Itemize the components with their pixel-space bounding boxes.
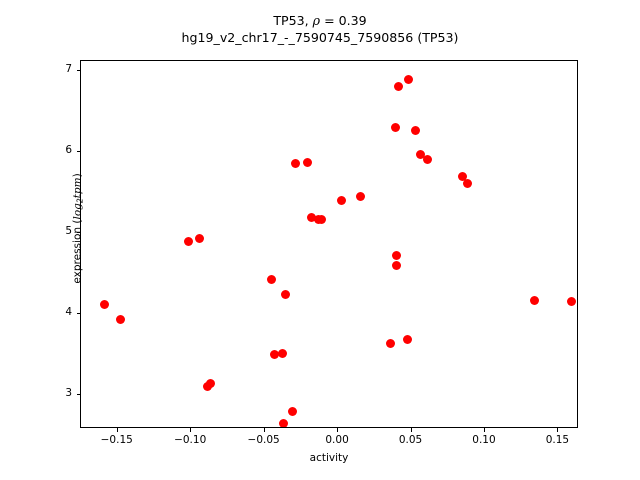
y-axis-label-log: log bbox=[71, 203, 84, 220]
scatter-point bbox=[277, 349, 287, 359]
scatter-point bbox=[100, 299, 109, 309]
scatter-point bbox=[530, 296, 540, 306]
y-tick-mark bbox=[76, 393, 80, 395]
scatter-point bbox=[302, 157, 312, 167]
x-tick-label: 0.00 bbox=[325, 434, 349, 446]
title-gene-prefix: TP53, bbox=[273, 13, 313, 28]
x-tick-mark bbox=[483, 428, 485, 432]
scatter-point bbox=[355, 191, 365, 201]
scatter-point bbox=[402, 335, 412, 345]
y-tick-label: 5 bbox=[65, 224, 72, 237]
x-tick-label: 0.10 bbox=[472, 434, 496, 446]
x-tick-mark bbox=[263, 428, 265, 432]
y-tick-mark bbox=[76, 69, 80, 71]
scatter-point bbox=[462, 178, 472, 188]
chart-title-line2: hg19_v2_chr17_-_7590745_7590856 (TP53) bbox=[181, 30, 459, 45]
scatter-point bbox=[307, 212, 317, 222]
scatter-point bbox=[392, 251, 402, 261]
scatter-point bbox=[116, 315, 126, 325]
scatter-point bbox=[411, 126, 421, 136]
title-rho-value: = 0.39 bbox=[320, 13, 367, 28]
x-tick-mark bbox=[410, 428, 412, 432]
y-axis-label-suffix: ) bbox=[71, 173, 84, 178]
scatter-point bbox=[423, 155, 433, 165]
y-tick-label: 6 bbox=[65, 143, 72, 156]
scatter-point bbox=[280, 289, 290, 299]
scatter-point bbox=[288, 407, 298, 417]
scatter-point bbox=[183, 237, 193, 247]
y-axis-label-tpm: tpm bbox=[71, 177, 84, 199]
scatter-point bbox=[567, 297, 577, 307]
x-tick-label: 0.15 bbox=[545, 434, 570, 446]
y-tick-mark bbox=[76, 231, 80, 233]
scatter-point bbox=[458, 171, 468, 181]
scatter-point bbox=[267, 275, 277, 285]
x-tick-label: −0.05 bbox=[247, 434, 280, 446]
y-axis-label-subscript: 2 bbox=[75, 198, 85, 204]
scatter-point bbox=[415, 149, 425, 159]
plot-axes bbox=[80, 60, 578, 428]
x-tick-mark bbox=[557, 428, 559, 432]
scatter-point bbox=[386, 338, 396, 348]
y-tick-mark bbox=[76, 312, 80, 314]
scatter-point bbox=[336, 195, 346, 205]
scatter-point bbox=[279, 418, 289, 427]
chart-title-line1: TP53, ρ = 0.39 bbox=[0, 12, 640, 29]
scatter-point bbox=[393, 82, 403, 92]
scatter-point bbox=[392, 260, 402, 270]
x-tick-label: 0.05 bbox=[398, 434, 423, 446]
scatter-point bbox=[290, 158, 300, 168]
y-tick-label: 3 bbox=[65, 386, 72, 399]
y-tick-label: 7 bbox=[65, 62, 72, 75]
x-tick-label: −0.15 bbox=[100, 434, 133, 446]
x-tick-mark bbox=[337, 428, 339, 432]
x-tick-mark bbox=[116, 428, 118, 432]
scatter-point bbox=[270, 349, 280, 359]
plot-surface bbox=[81, 61, 577, 427]
x-tick-label: −0.10 bbox=[174, 434, 207, 446]
y-axis-label: expression (log2tpm) bbox=[72, 78, 85, 378]
y-tick-label: 4 bbox=[65, 305, 72, 318]
x-tick-mark bbox=[190, 428, 192, 432]
scatter-point bbox=[195, 234, 205, 243]
y-axis-label-prefix: expression ( bbox=[71, 219, 84, 284]
x-axis-label: activity bbox=[309, 452, 349, 464]
scatter-point bbox=[317, 215, 327, 225]
scatter-point bbox=[404, 75, 414, 85]
scatter-point bbox=[390, 122, 400, 132]
y-tick-mark bbox=[76, 150, 80, 152]
chart-title: TP53, ρ = 0.39 hg19_v2_chr17_-_7590745_7… bbox=[0, 12, 640, 46]
scatter-point bbox=[205, 379, 215, 389]
rho-symbol: ρ bbox=[312, 13, 321, 28]
